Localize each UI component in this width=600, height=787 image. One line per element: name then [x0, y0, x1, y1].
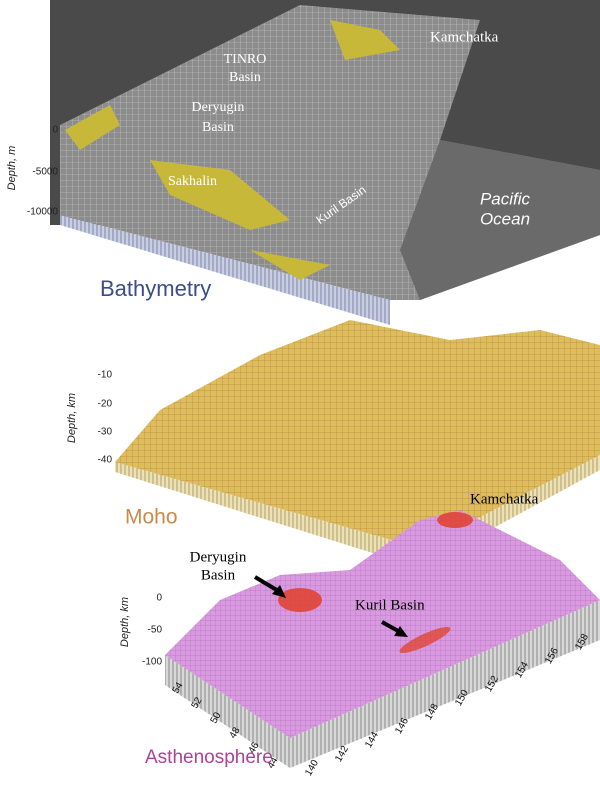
tick-label: 54 — [171, 680, 186, 696]
tick-label: 48 — [228, 725, 243, 741]
tick-label: -100 — [142, 657, 162, 668]
land — [65, 20, 400, 280]
tick-label: -5000 — [32, 167, 58, 178]
highlight — [437, 512, 473, 528]
axis-label: Depth, km — [119, 597, 131, 647]
tick-label: 0 — [52, 125, 58, 136]
panel-label: Asthenosphere — [145, 747, 273, 768]
panel-label: Bathymetry — [100, 276, 211, 301]
highlight — [399, 626, 451, 654]
arrow-head — [272, 585, 286, 598]
arrow — [381, 620, 401, 634]
tick-label: 50 — [209, 710, 224, 726]
highlight — [278, 588, 322, 612]
annotation: Deryugin — [192, 100, 245, 115]
tick-label: 0 — [156, 593, 162, 604]
tick-label: 44 — [266, 755, 281, 771]
arrow-head — [394, 626, 408, 637]
tick-label: -20 — [98, 399, 113, 410]
annotation: TINRO — [224, 52, 267, 67]
tick-label: -50 — [148, 625, 163, 636]
block-side — [60, 215, 390, 325]
tick-label: -40 — [98, 455, 113, 466]
annotation: Basin — [202, 120, 234, 135]
axis-label: Depth, km — [66, 393, 78, 443]
moho-surface — [115, 320, 600, 548]
axis-label: Depth, m — [6, 146, 18, 191]
block-side — [115, 455, 600, 568]
annotation: Deryugin — [190, 549, 247, 565]
tick-label: -10000 — [27, 207, 59, 218]
annotation: Kamchatka — [470, 491, 539, 507]
annotation: Kamchatka — [430, 29, 499, 45]
annotation: Basin — [229, 70, 261, 85]
tick-label: 52 — [190, 695, 205, 711]
annotation: Pacific — [480, 189, 531, 208]
annotation: Basin — [201, 567, 236, 583]
annotation: Sakhalin — [168, 174, 217, 189]
arrow — [253, 575, 282, 594]
tick-label: -30 — [98, 427, 113, 438]
tick-label: 46 — [247, 740, 262, 756]
annotation: Ocean — [480, 209, 530, 228]
panel-label: Moho — [125, 506, 178, 529]
annotation: Kuril Basin — [355, 597, 425, 613]
tick-label: -10 — [98, 370, 113, 381]
ocean-floor — [400, 140, 600, 300]
